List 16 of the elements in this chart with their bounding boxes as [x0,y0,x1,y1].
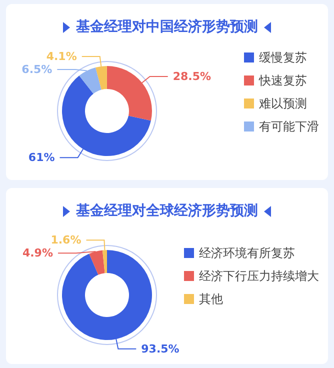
data-label: 28.5% [172,70,212,84]
data-label: 4.9% [22,246,53,260]
data-label: 61% [28,151,55,164]
data-label: 1.6% [50,234,82,247]
data-label: 6.5% [22,62,52,76]
legend-label: 经济下行压力持续增大 [199,269,319,283]
legend-label: 经济环境有所复苏 [199,246,295,260]
legend-label: 难以预测 [258,96,307,110]
legend-label: 有可能下滑 [259,120,319,134]
legend-label: 缓慢复苏 [259,50,307,64]
data-label: 4.1% [46,50,77,63]
chart-title: 基金经理对全球经济形势预测 [76,203,258,219]
legend-label: 其他 [199,292,223,306]
chart-title: 基金经理对中国经济形势预测 [76,19,258,35]
legend-label: 快速复苏 [258,74,307,88]
data-label: 93.5% [141,342,180,356]
